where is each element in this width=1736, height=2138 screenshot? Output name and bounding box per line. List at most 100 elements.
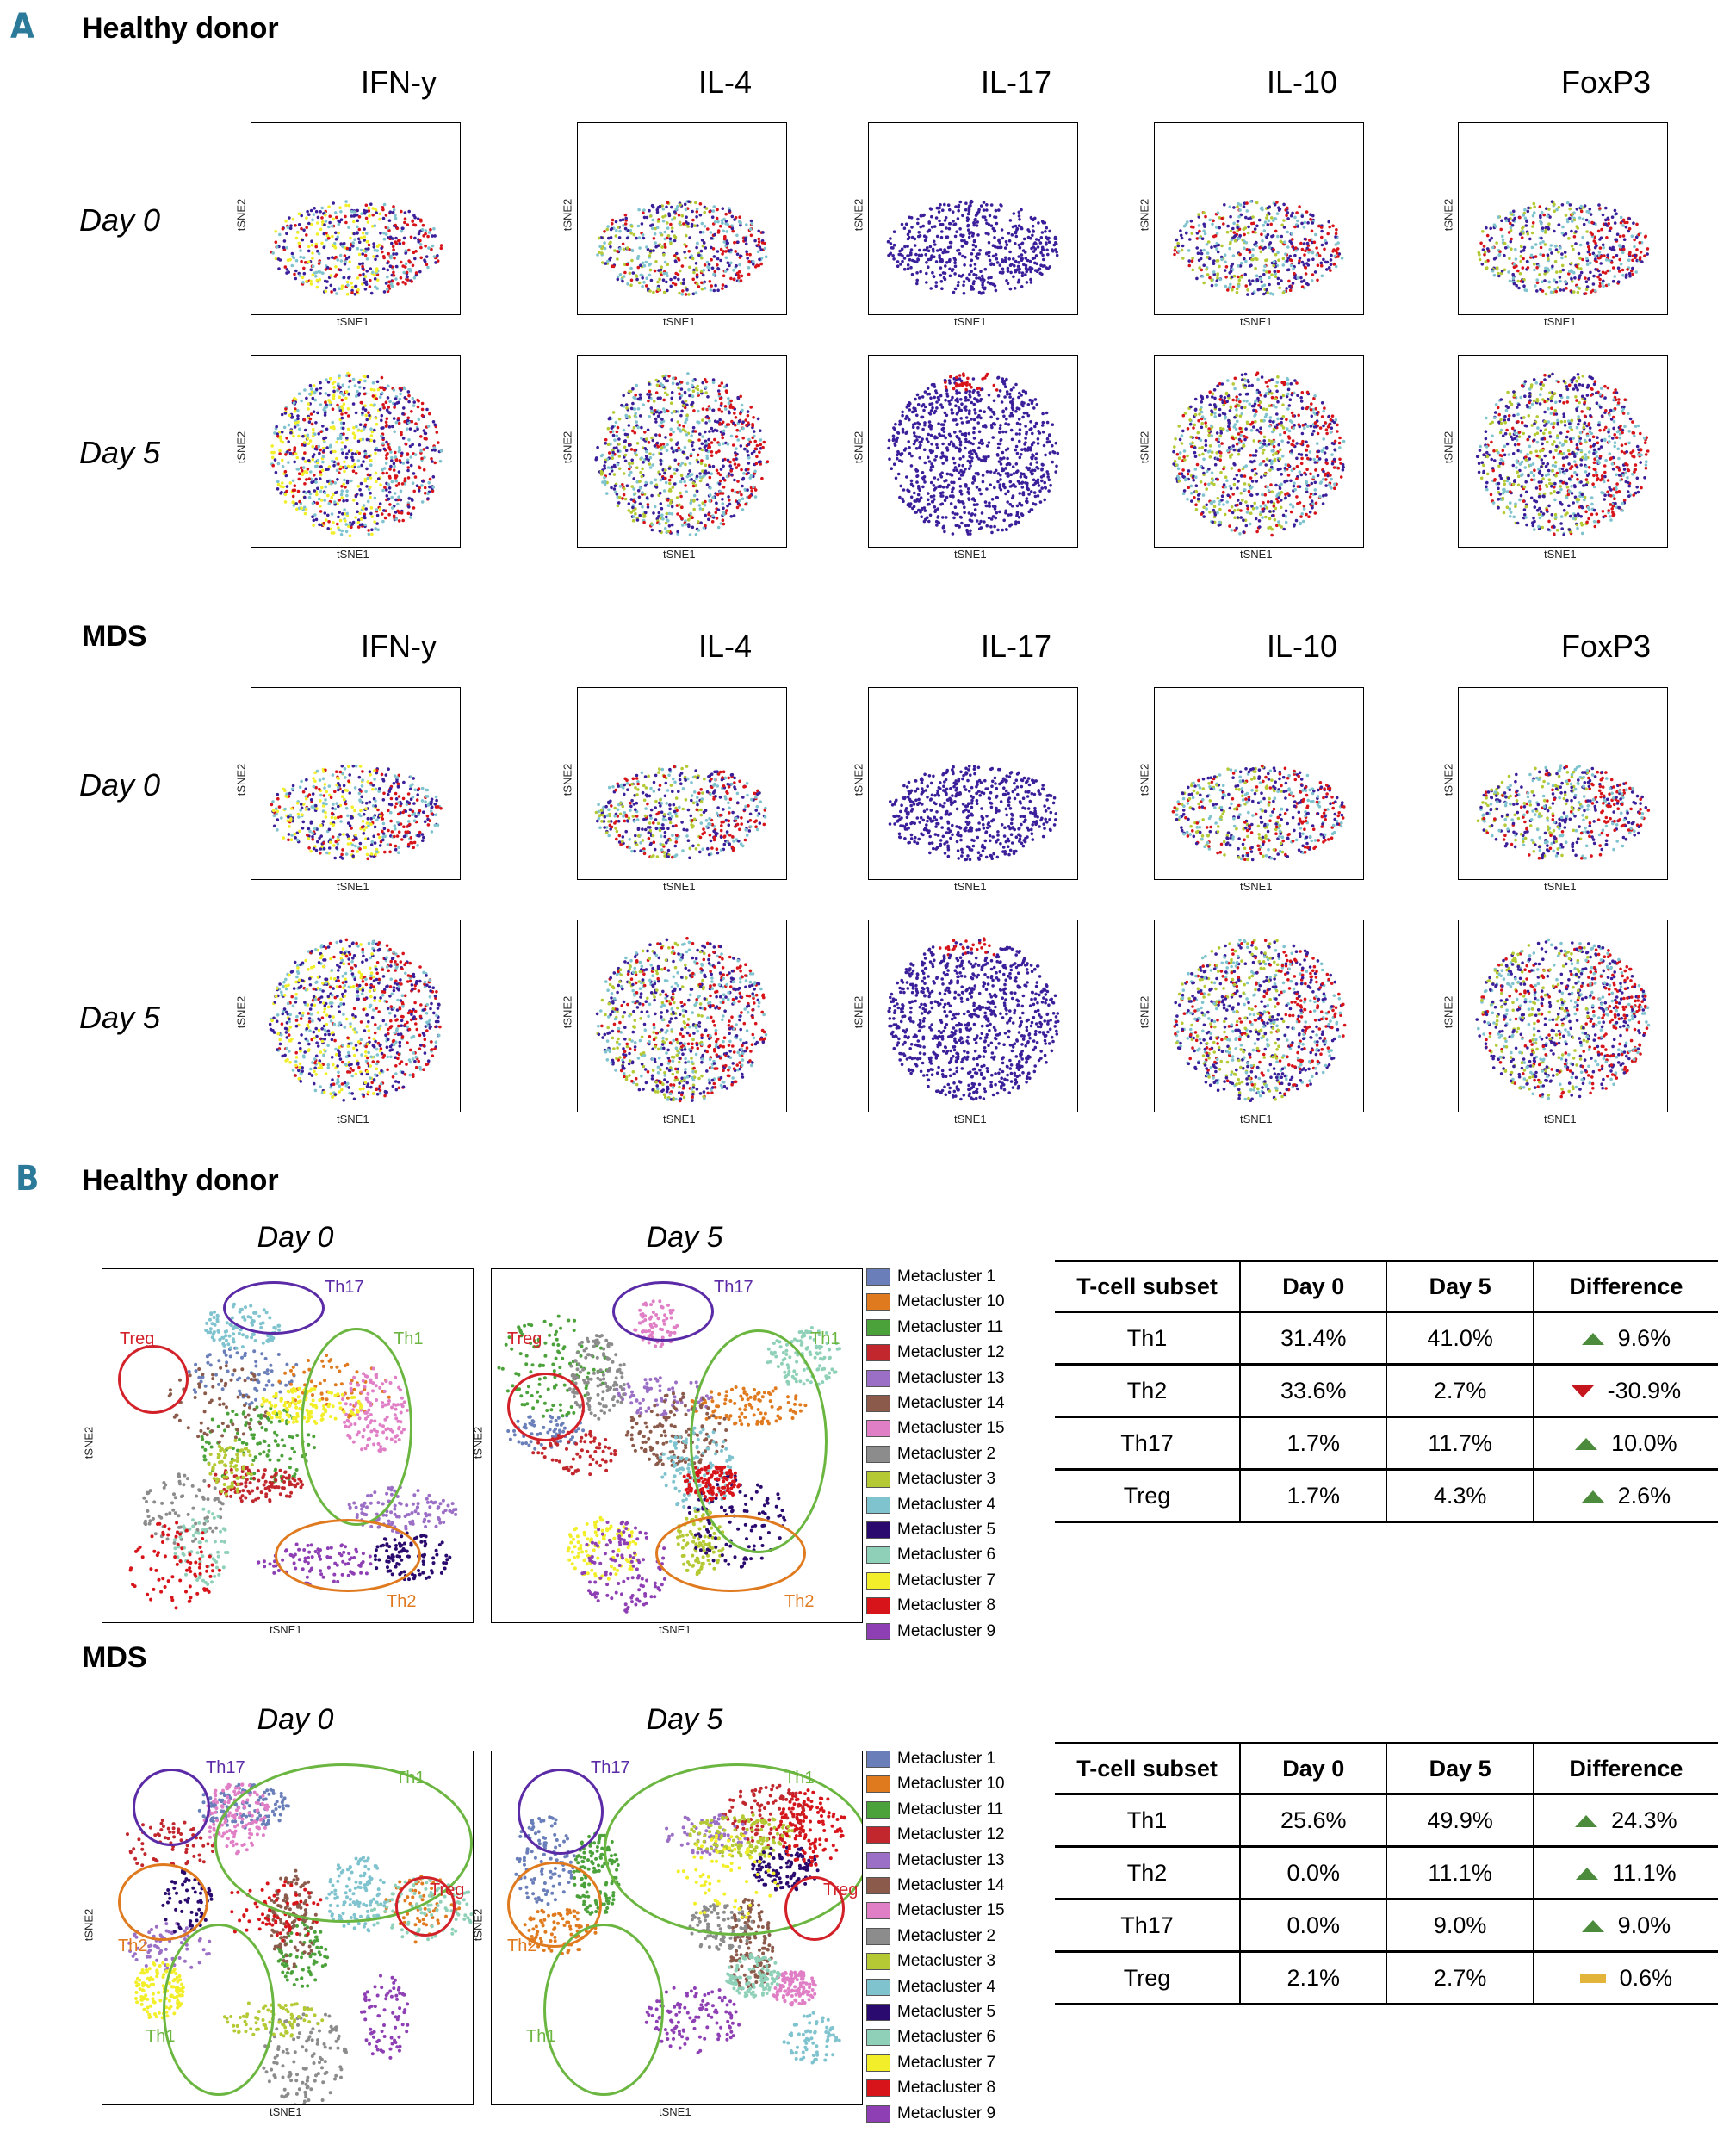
tsne-point [663,410,666,414]
tsne-point [626,229,630,232]
tsne-point [1606,269,1609,273]
tsne-point [972,431,976,435]
tsne-point [333,449,337,454]
tsne-point [374,285,377,288]
tsne-point [676,532,679,536]
tsne-point [342,241,346,245]
tsne-point [717,392,722,396]
tsne-point [293,460,296,464]
tsne-point [948,267,952,271]
tsne-point [419,245,423,250]
tsne-point [933,225,937,228]
tsne-point [342,499,345,503]
tsne-point [332,531,336,535]
tsne-point [426,265,430,270]
tsne-point [623,439,627,443]
tsne-point [1020,241,1025,245]
tsne-point [356,521,360,524]
tsne-point [654,420,658,424]
tsne-point [352,499,356,502]
tsne-point [710,236,714,240]
tsne-point [1541,253,1546,257]
tsne-point [1206,273,1210,276]
tsne-point [1036,245,1040,249]
tsne-point [737,274,741,277]
tsne-point [401,518,405,523]
tsne-point [1604,218,1608,222]
tsne-point [735,491,740,494]
tsne-point [1006,266,1010,270]
tsne-point [309,208,313,213]
tsne-point [662,398,666,402]
tsne-point [886,239,890,244]
tsne-point [603,482,607,486]
tsne-point [1200,268,1204,272]
tsne-point [428,412,431,416]
tsne-point [351,469,356,473]
tsne-point [364,282,369,287]
tsne-point [701,435,704,438]
tsne-point [728,498,731,502]
tsne-point [1607,282,1611,287]
tsne-point [933,255,936,259]
tsne-point [660,506,664,511]
tsne-point [1516,279,1520,283]
tsne-point [1508,257,1511,260]
tsne-point [1187,259,1191,263]
tsne-point [638,246,642,250]
tsne-point [315,285,319,289]
tsne-point [1226,224,1230,228]
tsne-point [1280,279,1283,282]
tsne-point [679,203,682,207]
tsne-point [726,504,729,508]
tsne-point [276,480,280,484]
tsne-point [710,257,713,262]
tsne-point [327,205,331,208]
tsne-point [630,225,634,228]
tsne-point [1523,288,1527,292]
tsne-point [1539,220,1542,223]
tsne-point [973,477,976,481]
tsne-point [1196,251,1200,255]
tsne-point [1519,259,1522,263]
tsne-point [360,463,363,468]
tsne-point [428,485,431,489]
tsne-point [422,234,425,238]
tsne-point [1216,211,1220,214]
tsne-point [317,444,321,449]
tsne-point [314,270,319,275]
tsne-point [388,411,391,414]
tsne-point [711,514,715,517]
tsne-point [683,445,687,449]
tsne-point [914,447,919,450]
tsne-point [1603,271,1608,275]
tsne-point [1581,257,1584,262]
tsne-point [302,418,307,422]
tsne-point [311,434,315,438]
tsne-point [1284,252,1287,256]
tsne-point [1022,263,1026,267]
tsne-point [946,446,949,449]
tsne-point [390,459,394,462]
tsne-point [394,264,399,269]
tsne-point [382,406,386,410]
tsne-point [610,226,614,231]
tsne-point [344,518,347,523]
tsne-point [1283,240,1286,244]
tsne-point [282,425,287,430]
tsne-point [967,278,971,282]
tsne-point [969,529,972,533]
tsne-point [282,239,287,243]
tsne-point [735,252,740,257]
tsne-point [1008,239,1012,243]
x-axis-label: tSNE1 [337,315,369,328]
tsne-point [915,282,919,286]
tsne-point [958,440,963,443]
tsne-point [979,492,983,496]
tsne-point [710,215,715,219]
tsne-point [1232,206,1236,209]
tsne-point [391,279,394,283]
tsne-point [300,259,303,263]
tsne-point [1286,206,1289,210]
tsne-point [360,212,363,215]
